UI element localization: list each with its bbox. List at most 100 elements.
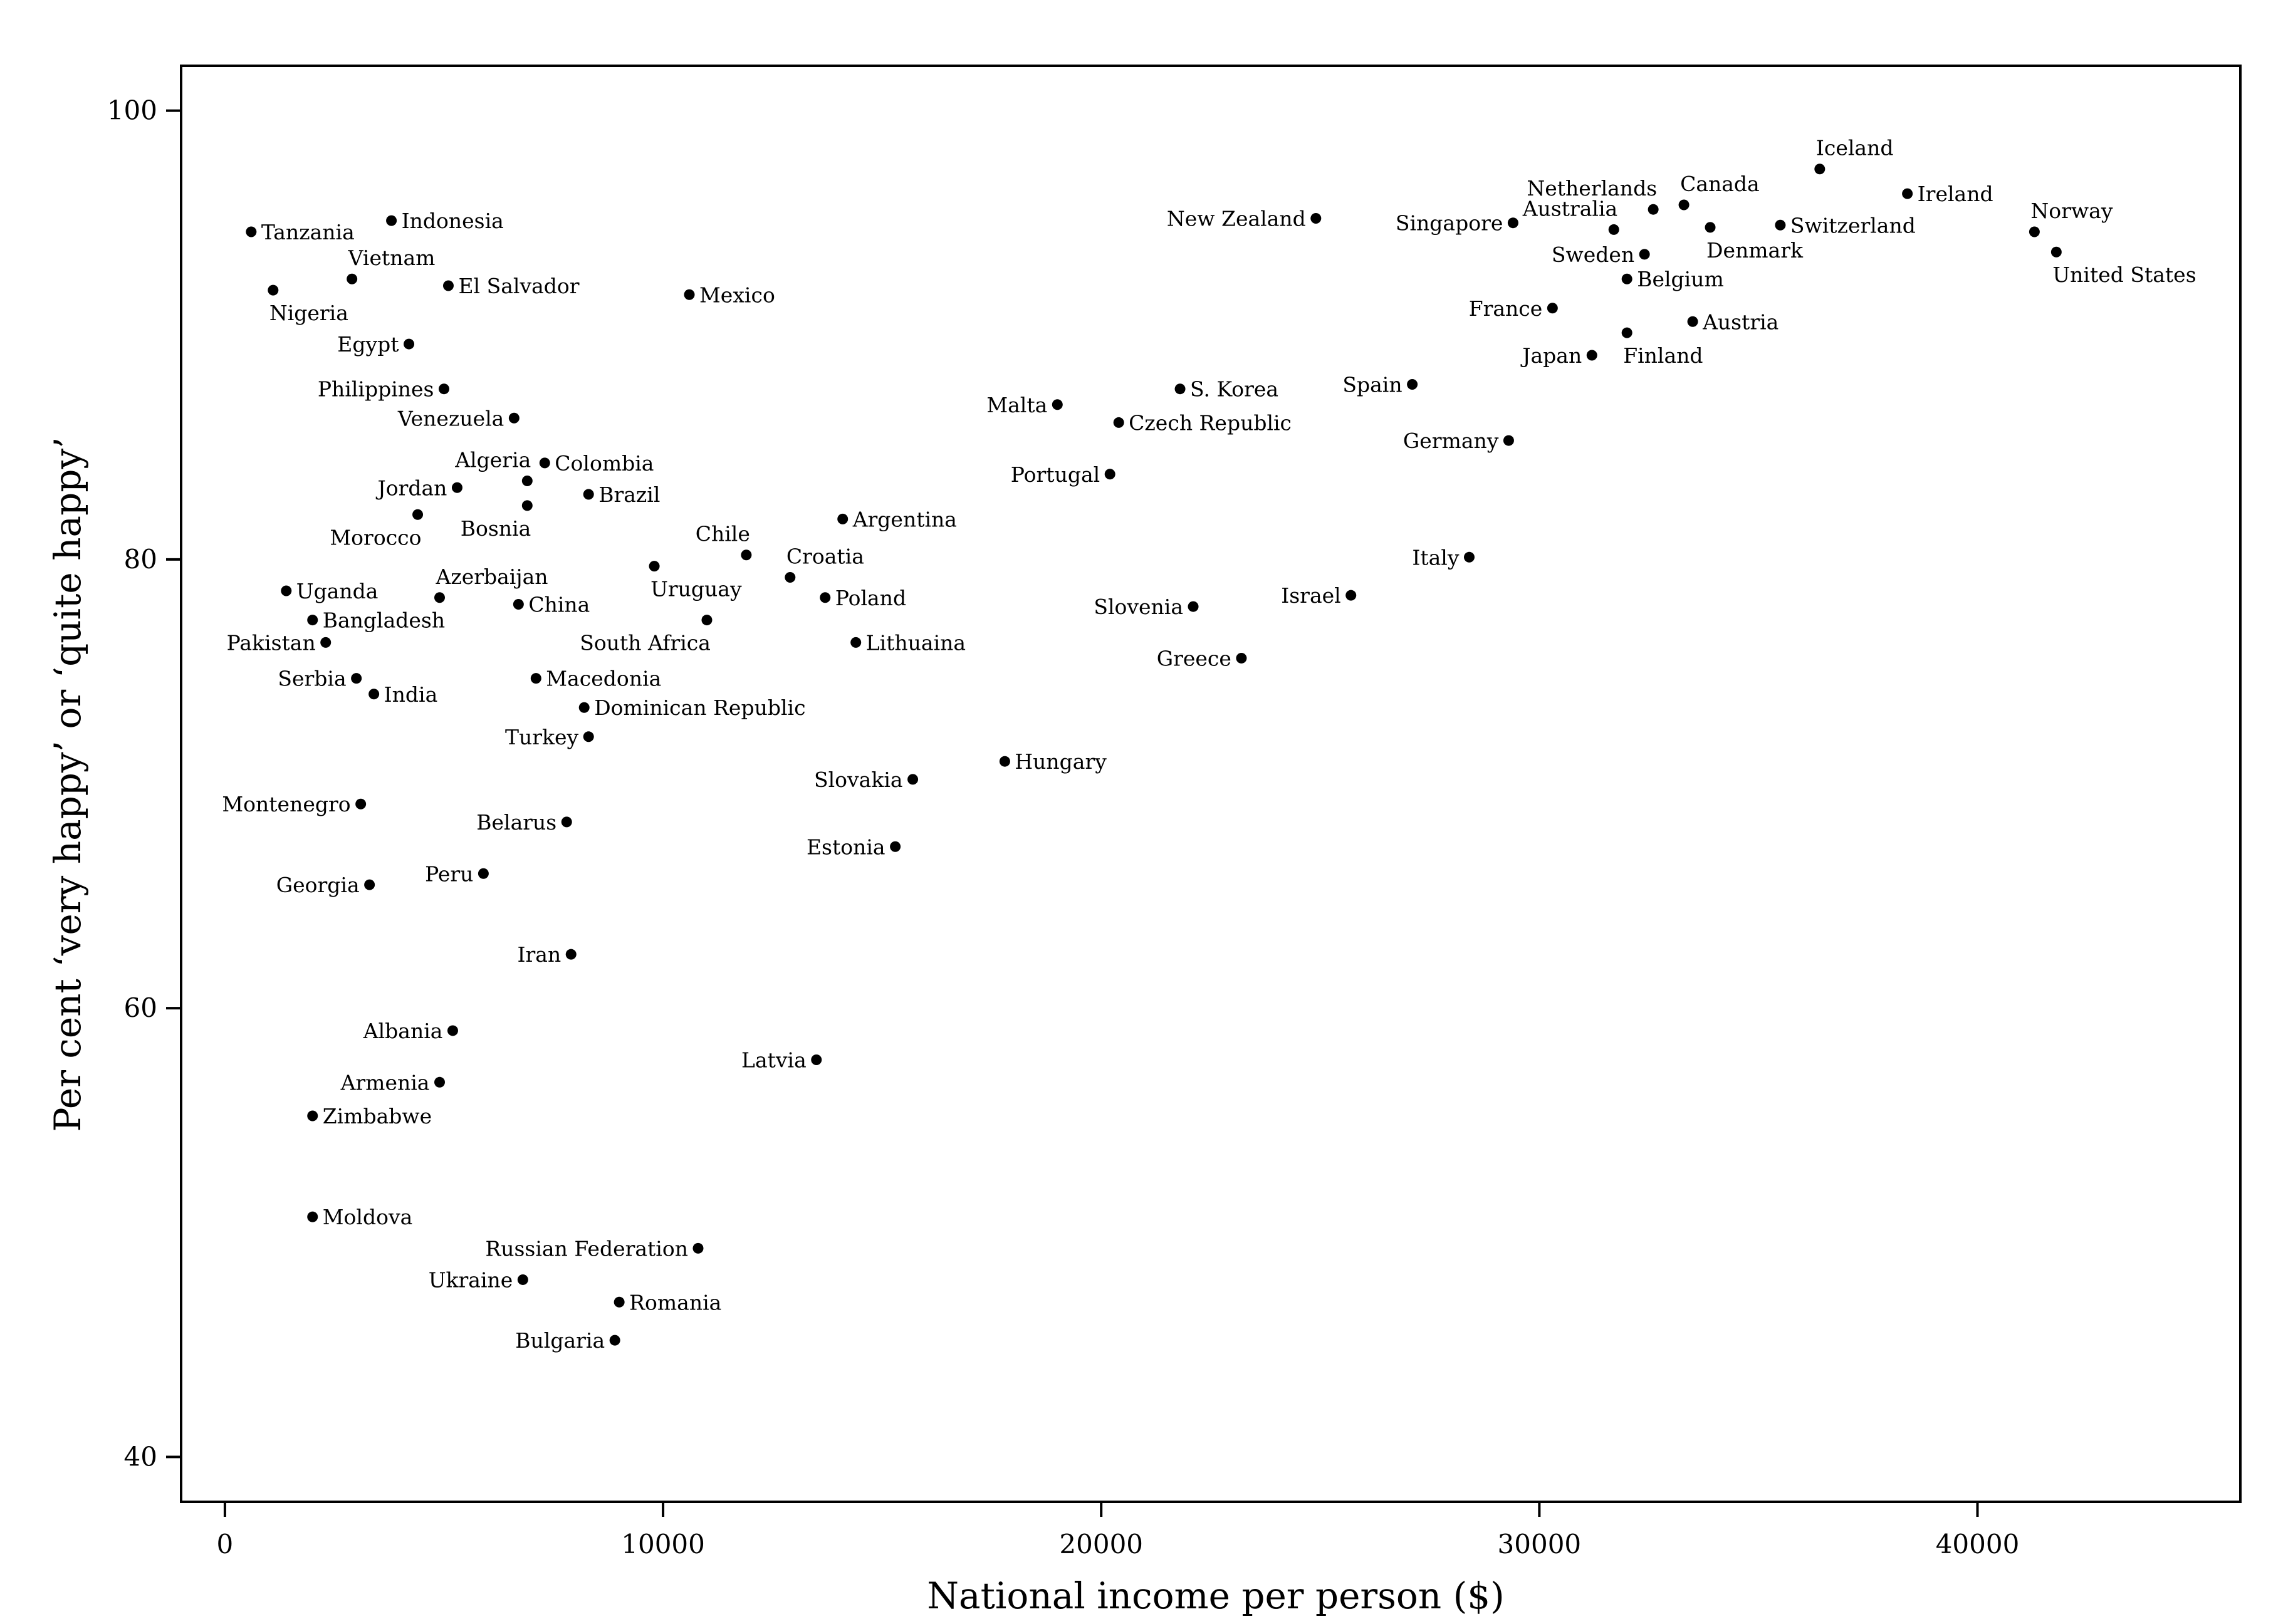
point-label: El Salvador	[458, 274, 579, 298]
data-point	[1052, 399, 1063, 410]
data-point	[1507, 217, 1518, 229]
data-point	[692, 1242, 704, 1254]
point-label: Peru	[425, 861, 473, 886]
data-point	[530, 673, 541, 684]
point-label: Hungary	[1015, 749, 1107, 774]
y-tick-label: 60	[124, 992, 157, 1023]
data-point	[1503, 435, 1514, 446]
data-point	[368, 689, 380, 700]
point-label: Indonesia	[402, 209, 504, 233]
data-point	[521, 476, 533, 487]
point-label: Morocco	[330, 525, 421, 549]
data-point	[614, 1296, 625, 1308]
point-label: Australia	[1522, 196, 1618, 221]
point-label: Slovenia	[1094, 595, 1183, 619]
data-point	[999, 756, 1010, 767]
point-label: Slovakia	[814, 768, 903, 792]
data-point	[837, 513, 849, 524]
data-point	[1345, 590, 1357, 601]
data-point	[1104, 469, 1115, 480]
point-label: Netherlands	[1527, 176, 1657, 200]
point-label: Brazil	[598, 482, 660, 507]
point-label: Belgium	[1637, 267, 1724, 291]
data-point	[386, 215, 397, 226]
data-point	[609, 1335, 620, 1346]
point-label: Ukraine	[429, 1267, 513, 1292]
x-axis: 0 10000 20000 30000 40000	[217, 1502, 2019, 1559]
data-point	[451, 482, 462, 493]
data-point	[281, 585, 292, 596]
data-point	[404, 338, 415, 350]
point-label: Japan	[1520, 343, 1582, 368]
point-label: Canada	[1680, 172, 1760, 196]
point-label: Colombia	[555, 451, 654, 476]
point-label: Spain	[1342, 373, 1402, 397]
data-point	[561, 816, 572, 828]
data-point	[1639, 249, 1650, 260]
plot-frame	[180, 65, 2242, 1503]
x-tick-label: 0	[217, 1529, 234, 1559]
point-label: Finland	[1623, 343, 1703, 368]
data-point	[364, 879, 375, 890]
point-label: South Africa	[580, 631, 711, 655]
point-label: Croatia	[786, 544, 864, 569]
point-label: Germany	[1403, 429, 1499, 453]
x-tick-label: 10000	[621, 1529, 705, 1559]
data-point	[351, 673, 362, 684]
data-point	[1621, 327, 1632, 338]
point-label: Portugal	[1011, 462, 1100, 487]
point-label: Estonia	[807, 835, 885, 859]
point-label: Iceland	[1816, 136, 1894, 160]
point-label: Albania	[363, 1019, 443, 1043]
data-point	[478, 868, 489, 879]
data-point	[307, 615, 318, 626]
x-tick-label: 30000	[1498, 1529, 1582, 1559]
point-label: Belarus	[476, 810, 556, 835]
y-tick-label: 40	[124, 1441, 157, 1472]
point-label: Nigeria	[269, 301, 348, 325]
point-label: Singapore	[1396, 211, 1503, 236]
data-point	[268, 284, 279, 296]
point-label: Israel	[1281, 583, 1341, 608]
point-label: Norway	[2030, 199, 2113, 223]
point-label: Vietnam	[348, 246, 436, 270]
point-label: United States	[2052, 263, 2196, 287]
point-label: Zimbabwe	[323, 1104, 432, 1128]
data-point	[907, 774, 919, 785]
point-label: Tanzania	[261, 220, 355, 244]
point-label: Czech Republic	[1129, 410, 1292, 435]
point-label: Chile	[696, 522, 750, 546]
data-point	[701, 615, 713, 626]
y-tick-label: 100	[107, 95, 157, 126]
point-label: Poland	[835, 586, 906, 610]
data-point	[1621, 273, 1632, 284]
data-point	[1188, 601, 1199, 612]
point-label: Georgia	[276, 873, 360, 897]
data-point	[521, 500, 533, 511]
point-label: Uruguay	[650, 577, 742, 601]
data-point	[1705, 222, 1716, 233]
point-label: Bulgaria	[515, 1328, 605, 1353]
data-point	[246, 226, 257, 237]
data-point	[1687, 316, 1698, 327]
data-point	[684, 289, 695, 300]
data-point	[811, 1054, 822, 1065]
point-label: Azerbaijan	[435, 565, 548, 589]
data-point	[434, 1076, 445, 1088]
point-label: Austria	[1702, 310, 1779, 334]
data-point	[578, 702, 590, 713]
point-label: New Zealand	[1167, 207, 1306, 231]
point-label: France	[1469, 296, 1543, 321]
data-point	[307, 1211, 318, 1222]
y-axis-title: Per cent ‘very happy’ or ‘quite happy’	[46, 437, 89, 1132]
data-point	[1902, 188, 1913, 199]
point-label: Mexico	[699, 283, 775, 307]
data-point	[1648, 204, 1659, 215]
data-point	[583, 731, 594, 742]
point-label: S. Korea	[1190, 377, 1278, 402]
data-point	[320, 637, 332, 648]
data-point	[1547, 303, 1558, 314]
data-point	[850, 637, 862, 648]
point-label: India	[384, 682, 438, 707]
point-label: Switzerland	[1790, 213, 1916, 237]
